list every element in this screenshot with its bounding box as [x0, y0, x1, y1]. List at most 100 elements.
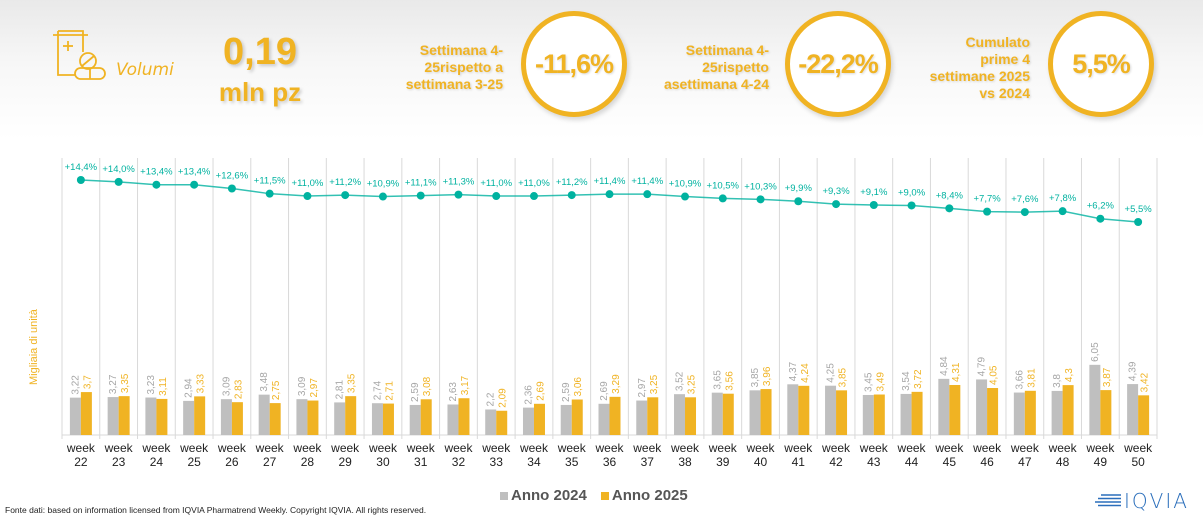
trend-point	[152, 180, 161, 189]
trend-data-label: +11,2%	[556, 177, 588, 188]
bar-2024	[825, 385, 837, 435]
data-label-2024: 2,74	[372, 380, 383, 400]
legend-swatch-2025	[600, 491, 609, 500]
trend-data-label: +10,9%	[669, 179, 702, 190]
bar-2024	[258, 394, 270, 435]
data-label-2025: 4,31	[951, 362, 962, 382]
trend-point	[832, 200, 841, 209]
data-label-2025: 3,96	[762, 366, 773, 386]
data-label-2025: 3,17	[460, 375, 471, 395]
trend-data-label: +9,3%	[822, 186, 850, 197]
metric-label: Volumi	[116, 60, 174, 80]
x-tick-label-week: week	[670, 441, 700, 455]
trend-data-label: +10,5%	[707, 180, 740, 191]
x-tick-label-week: week	[783, 441, 813, 455]
data-label-2025: 3,35	[347, 373, 358, 393]
bar-2025	[458, 398, 470, 435]
data-label-2025: 4,05	[989, 365, 1000, 385]
x-tick-label-week: week	[406, 441, 436, 455]
bar-2024	[107, 397, 119, 435]
bar-2025	[118, 396, 130, 435]
data-label-2024: 2,59	[410, 382, 421, 402]
bar-2025	[231, 402, 243, 435]
data-label-2025: 3,06	[573, 377, 584, 397]
trend-point	[756, 195, 765, 204]
trend-data-label: +9,0%	[898, 187, 926, 198]
x-tick-label-number: 24	[150, 455, 164, 469]
x-tick-label-week: week	[821, 441, 851, 455]
trend-data-label: +8,4%	[936, 190, 964, 201]
metric-unit: mln pz	[218, 77, 302, 107]
bar-2024	[1089, 364, 1101, 435]
kpi-circle-week-vs-prev: -11,6%	[521, 11, 627, 117]
bar-2024	[522, 407, 534, 435]
trend-point	[794, 197, 803, 206]
x-tick-label-week: week	[104, 441, 134, 455]
data-label-2025: 2,09	[498, 388, 509, 408]
trend-point	[1058, 207, 1067, 216]
x-tick-label-number: 38	[678, 455, 692, 469]
data-label-2025: 3,7	[82, 375, 93, 389]
trend-data-label: +11,0%	[292, 178, 324, 189]
x-tick-label-number: 49	[1094, 455, 1108, 469]
trend-data-label: +11,0%	[480, 178, 512, 189]
bar-2024	[1127, 384, 1139, 435]
y-axis-label-text: Migliaia di unità	[28, 309, 40, 385]
trend-point	[1020, 208, 1029, 217]
x-tick-label-number: 50	[1131, 455, 1145, 469]
data-label-2025: 2,69	[535, 381, 546, 401]
x-tick-label-week: week	[292, 441, 322, 455]
bar-2024	[598, 403, 610, 435]
iqvia-stripes-icon	[1095, 494, 1121, 507]
bar-2025	[1138, 395, 1150, 435]
trend-data-label: +11,4%	[631, 176, 663, 187]
x-tick-label-week: week	[897, 441, 927, 455]
kpi-label-line: Cumulato	[965, 34, 1030, 50]
x-tick-label-number: 23	[112, 455, 126, 469]
trend-point	[945, 204, 954, 213]
kpi-label-line: settimane 2025	[929, 68, 1030, 84]
x-tick-label-week: week	[1123, 441, 1153, 455]
bar-2025	[156, 398, 168, 435]
bar-2025	[987, 388, 999, 435]
trend-point	[643, 190, 652, 199]
x-tick-label-number: 29	[339, 455, 353, 469]
x-tick-label-week: week	[594, 441, 624, 455]
data-label-2024: 2,2	[486, 392, 497, 406]
bar-2025	[685, 397, 697, 435]
x-tick-label-week: week	[859, 441, 889, 455]
bar-2025	[496, 410, 508, 435]
kpi-value: -22,2%	[798, 48, 879, 79]
x-tick-label-week: week	[1048, 441, 1078, 455]
bar-2024	[976, 379, 988, 435]
legend-swatch-2024	[500, 491, 508, 500]
x-tick-label-week: week	[972, 441, 1002, 455]
trend-point	[416, 191, 425, 200]
bar-2025	[571, 399, 583, 435]
x-tick-label-week: week	[934, 441, 964, 455]
bar-2024	[711, 392, 723, 435]
bar-2024	[1013, 392, 1025, 435]
data-label-2024: 3,54	[901, 371, 912, 391]
kpi-label-line: Settimana 4-	[419, 42, 503, 58]
data-label-2024: 4,39	[1128, 361, 1139, 381]
trend-data-label: +11,1%	[405, 178, 437, 189]
x-tick-label-week: week	[1010, 441, 1040, 455]
data-label-2024: 3,27	[108, 374, 119, 394]
x-tick-label-number: 35	[565, 455, 579, 469]
x-tick-label-week: week	[632, 441, 662, 455]
trend-point	[718, 194, 727, 203]
trend-data-label: +7,7%	[973, 194, 1001, 205]
trend-data-label: +13,4%	[178, 167, 211, 178]
trend-point	[227, 184, 236, 193]
trend-data-label: +12,6%	[216, 170, 249, 181]
kpi-label-line: asettimana 4-24	[663, 76, 769, 92]
data-label-2024: 3,09	[221, 376, 232, 396]
x-tick-label-number: 43	[867, 455, 881, 469]
kpi-circle-week-vs-last-year: -22,2%	[785, 11, 891, 117]
trend-point	[341, 191, 350, 200]
trend-data-label: +7,8%	[1049, 193, 1077, 204]
bar-2024	[145, 397, 157, 435]
trend-data-label: +11,2%	[329, 177, 361, 188]
